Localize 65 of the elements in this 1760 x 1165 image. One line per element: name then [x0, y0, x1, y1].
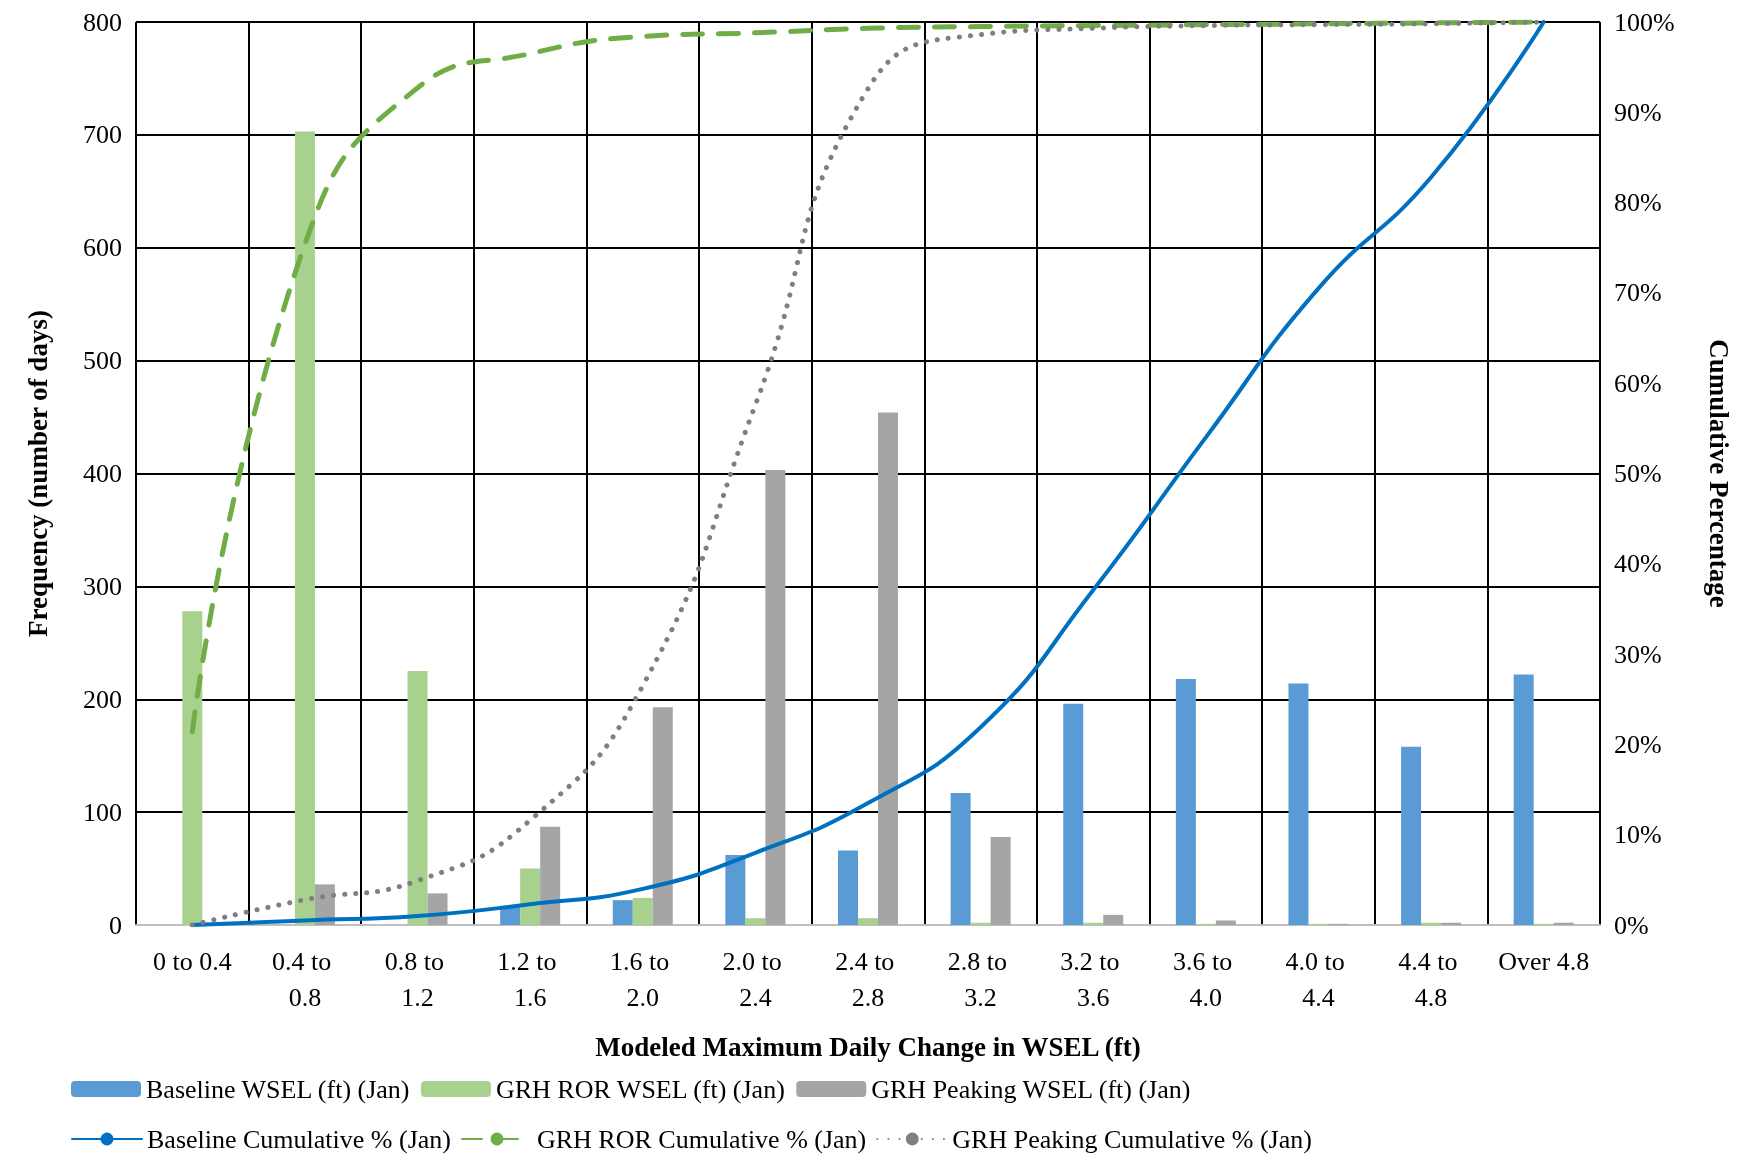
x-tick-label: 2.0 to 2.4 [722, 946, 789, 1012]
y2-tick-label: 70% [1614, 278, 1662, 308]
bar [520, 868, 541, 925]
x-tick-label: 2.8 to 3.2 [947, 946, 1014, 1012]
bar [878, 412, 898, 925]
legend-label: Baseline Cumulative % (Jan) [147, 1124, 451, 1154]
bar [858, 918, 878, 925]
y2-tick-label: 0% [1614, 910, 1649, 940]
y2-tick-label: 40% [1614, 549, 1662, 579]
bar [765, 470, 786, 925]
y2-tick-label: 90% [1614, 97, 1662, 127]
bar [652, 707, 673, 925]
y2-tick-label: 60% [1614, 368, 1662, 398]
y2-tick-label: 20% [1614, 729, 1662, 759]
bar [838, 850, 858, 925]
y2-tick-label: 30% [1614, 639, 1662, 669]
bar [725, 855, 746, 925]
bar [950, 792, 971, 925]
bar [1063, 703, 1084, 925]
y-tick-label: 200 [83, 684, 122, 714]
y-tick-label: 500 [83, 346, 122, 376]
x-tick-label: 3.2 to 3.6 [1060, 946, 1127, 1012]
x-tick-label: 0.8 to 1.2 [384, 946, 451, 1012]
x-axis-title: Modeled Maximum Daily Change in WSEL (ft) [595, 1031, 1141, 1062]
y2-tick-label: 10% [1614, 820, 1662, 850]
legend-label: GRH ROR Cumulative % (Jan) [536, 1124, 867, 1154]
bar [1401, 746, 1422, 925]
y-tick-label: 600 [83, 233, 122, 263]
x-tick-label: 2.4 to 2.8 [835, 946, 901, 1012]
legend-label: GRH Peaking WSEL (ft) (Jan) [871, 1074, 1191, 1104]
bar [1215, 920, 1236, 925]
bar [407, 671, 428, 925]
legend-label: GRH Peaking Cumulative % (Jan) [952, 1124, 1312, 1154]
legend-label: Baseline WSEL (ft) (Jan) [146, 1074, 410, 1104]
bar [182, 611, 203, 925]
x-tick-label: 0 to 0.4 [152, 946, 232, 976]
bar [632, 897, 653, 925]
bar [745, 918, 766, 925]
y-tick-label: 800 [83, 7, 122, 37]
bar [990, 836, 1011, 925]
y-tick-label: 300 [83, 571, 122, 601]
y-tick-label: 400 [83, 459, 122, 488]
y-tick-label: 0 [109, 910, 122, 940]
y2-axis-title: Cumulative Percentage [1703, 339, 1734, 608]
bar [1175, 678, 1196, 925]
bar [1288, 683, 1309, 925]
y2-tick-label: 50% [1614, 459, 1662, 488]
y-tick-label: 700 [83, 120, 122, 150]
legend-label: GRH ROR WSEL (ft) (Jan) [495, 1074, 785, 1104]
bar [1513, 674, 1534, 925]
x-tick-label: Over 4.8 [1498, 946, 1590, 976]
x-tick-label: 0.4 to 0.8 [272, 946, 338, 1012]
bar [612, 900, 633, 925]
x-tick-label: 4.0 to 4.4 [1285, 946, 1352, 1012]
bar [540, 826, 561, 925]
y2-tick-label: 80% [1614, 188, 1662, 218]
bar [294, 131, 315, 925]
x-tick-label: 4.4 to 4.8 [1398, 946, 1464, 1012]
x-tick-label: 1.6 to 2.0 [609, 946, 676, 1012]
y2-tick-label: 100% [1614, 7, 1675, 37]
y-tick-label: 100 [83, 797, 122, 827]
x-tick-label: 3.6 to 4.0 [1172, 946, 1239, 1012]
y-axis-title: Frequency (number of days) [22, 310, 53, 637]
bar [1103, 914, 1124, 925]
x-tick-label: 1.2 to 1.6 [497, 946, 564, 1012]
